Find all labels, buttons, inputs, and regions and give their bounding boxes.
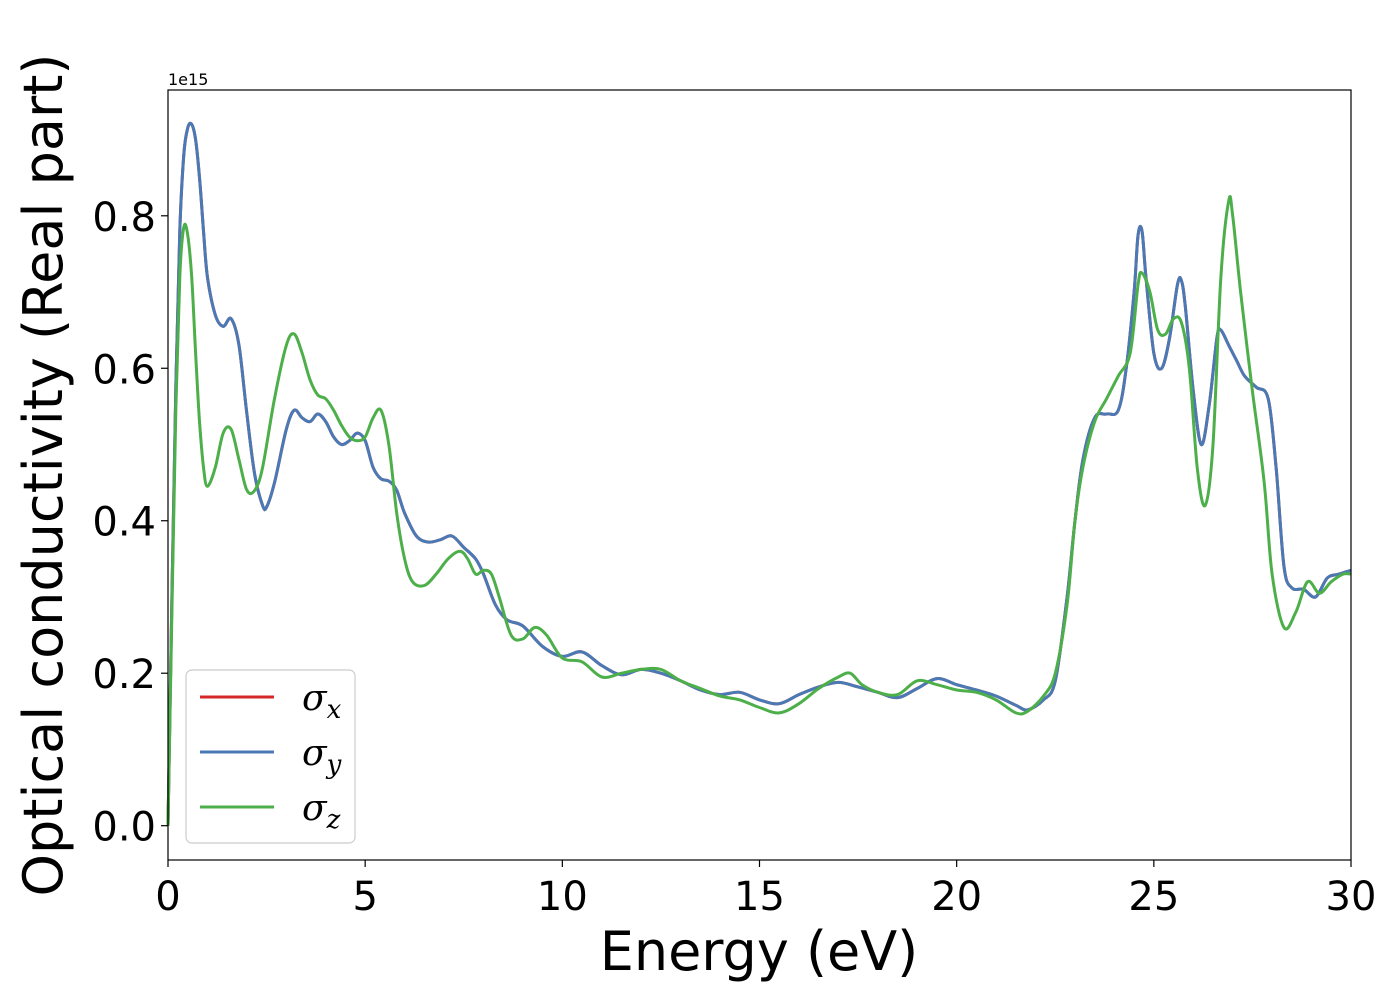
x-tick-label: 30 bbox=[1326, 874, 1377, 920]
x-tick-label: 10 bbox=[537, 874, 588, 920]
y-axis-ticks: 0.0 0.2 0.4 0.6 0.8 bbox=[92, 195, 168, 851]
legend-label-sigma-y: σy bbox=[302, 733, 342, 780]
x-axis-label: Energy (eV) bbox=[600, 920, 919, 983]
legend-symbol-sigma-x: σ bbox=[302, 678, 328, 719]
legend: σx σy σz bbox=[185, 669, 356, 844]
legend-subscript-z: z bbox=[326, 805, 341, 835]
legend-box bbox=[185, 669, 356, 844]
legend-subscript-y: y bbox=[326, 750, 342, 780]
y-tick-label: 0.6 bbox=[92, 347, 156, 393]
series-layer bbox=[166, 121, 1352, 826]
y-tick-label: 0.4 bbox=[92, 500, 156, 546]
x-tick-label: 0 bbox=[155, 874, 180, 920]
y-tick-label: 0.8 bbox=[92, 195, 156, 241]
x-tick-label: 25 bbox=[1128, 874, 1179, 920]
y-tick-label: 0.0 bbox=[92, 805, 156, 851]
x-tick-label: 15 bbox=[734, 874, 785, 920]
legend-subscript-x: x bbox=[327, 695, 342, 725]
legend-symbol-sigma-y: σ bbox=[302, 733, 328, 774]
x-tick-label: 20 bbox=[931, 874, 982, 920]
legend-label-sigma-z: σz bbox=[302, 788, 341, 835]
x-axis-ticks: 0 5 10 15 20 25 30 bbox=[155, 860, 1376, 920]
legend-symbol-sigma-z: σ bbox=[302, 788, 328, 829]
legend-label-sigma-x: σx bbox=[302, 678, 342, 725]
x-tick-label: 5 bbox=[352, 874, 377, 920]
y-tick-label: 0.2 bbox=[92, 652, 156, 698]
series-line-sigma-z bbox=[166, 194, 1352, 826]
y-axis-label: Optical conductivity (Real part) bbox=[12, 54, 75, 897]
y-offset-label: 1e15 bbox=[168, 70, 208, 89]
